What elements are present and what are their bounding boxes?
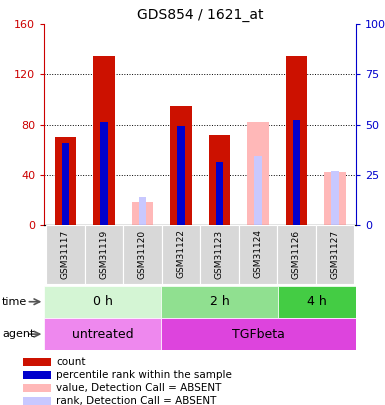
Text: GSM31117: GSM31117 — [61, 230, 70, 279]
Bar — [177, 126, 185, 225]
Bar — [239, 225, 277, 283]
Text: 0 h: 0 h — [93, 295, 113, 308]
Bar — [331, 171, 339, 225]
Bar — [170, 106, 192, 225]
Text: percentile rank within the sample: percentile rank within the sample — [56, 370, 232, 380]
Text: GSM31126: GSM31126 — [292, 230, 301, 279]
Text: rank, Detection Call = ABSENT: rank, Detection Call = ABSENT — [56, 396, 217, 405]
Title: GDS854 / 1621_at: GDS854 / 1621_at — [137, 8, 263, 22]
Bar — [23, 358, 51, 366]
Bar — [23, 384, 51, 392]
Text: 4 h: 4 h — [307, 295, 327, 308]
Bar — [139, 197, 146, 225]
Bar — [55, 137, 76, 225]
Bar — [100, 122, 108, 225]
Text: GSM31119: GSM31119 — [99, 230, 109, 279]
Bar — [23, 371, 51, 379]
Bar — [23, 397, 51, 405]
Bar — [216, 162, 223, 225]
Bar — [316, 225, 354, 283]
Bar — [161, 318, 356, 350]
Text: GSM31127: GSM31127 — [330, 230, 340, 279]
Text: untreated: untreated — [72, 328, 134, 341]
Text: count: count — [56, 357, 86, 367]
Bar — [248, 122, 269, 225]
Bar — [162, 225, 200, 283]
Text: 2 h: 2 h — [210, 295, 229, 308]
Bar — [278, 286, 356, 318]
Bar — [46, 225, 85, 283]
Bar — [123, 225, 162, 283]
Bar — [161, 286, 278, 318]
Bar — [85, 225, 123, 283]
Bar — [132, 202, 153, 225]
Text: GSM31120: GSM31120 — [138, 230, 147, 279]
Bar — [62, 143, 69, 225]
Bar — [254, 156, 262, 225]
Bar — [286, 55, 307, 225]
Bar — [44, 318, 161, 350]
Text: GSM31122: GSM31122 — [176, 230, 186, 279]
Text: agent: agent — [2, 329, 34, 339]
Bar — [324, 172, 346, 225]
Bar — [200, 225, 239, 283]
Text: TGFbeta: TGFbeta — [232, 328, 285, 341]
Text: GSM31124: GSM31124 — [253, 230, 263, 279]
Bar — [44, 286, 161, 318]
Text: value, Detection Call = ABSENT: value, Detection Call = ABSENT — [56, 383, 222, 393]
Text: GSM31123: GSM31123 — [215, 230, 224, 279]
Text: time: time — [2, 297, 27, 307]
Bar — [293, 119, 300, 225]
Bar — [94, 55, 115, 225]
Bar — [209, 134, 230, 225]
Bar — [277, 225, 316, 283]
